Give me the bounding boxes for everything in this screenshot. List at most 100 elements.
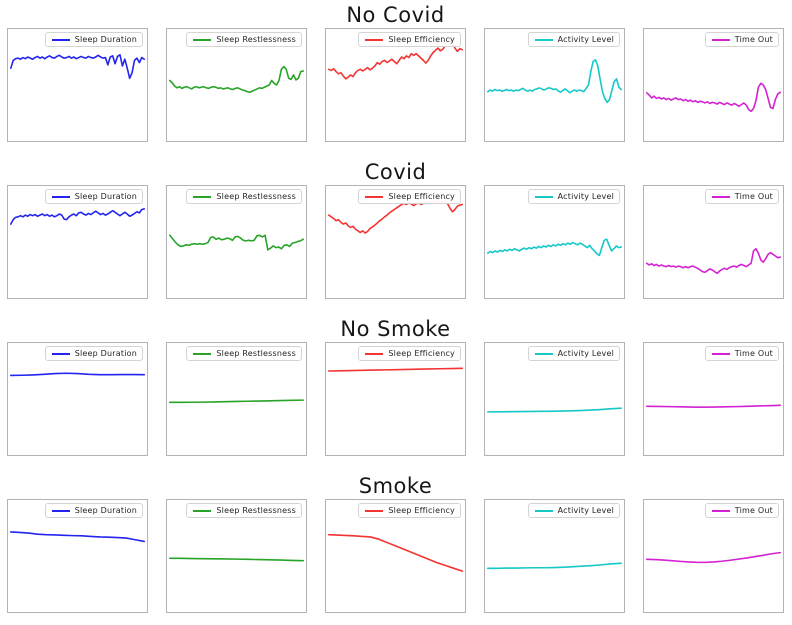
legend-label: Sleep Duration: [74, 192, 137, 201]
legend-label: Time Out: [734, 35, 773, 44]
legend-line-swatch: [51, 195, 70, 198]
panel-no-smoke-time-out: Time Out: [643, 342, 784, 456]
group-no-covid: No Covid Sleep Duration Sleep Restlessne…: [7, 2, 784, 142]
legend: Sleep Restlessness: [186, 503, 302, 518]
legend: Time Out: [704, 346, 779, 361]
legend: Sleep Duration: [44, 503, 143, 518]
legend: Sleep Efficiency: [358, 189, 461, 204]
legend: Sleep Efficiency: [358, 503, 461, 518]
line-plot: [167, 29, 306, 141]
legend-line-swatch: [193, 195, 212, 198]
line-plot: [167, 186, 306, 298]
panel-smoke-time-out: Time Out: [643, 499, 784, 613]
legend-label: Sleep Restlessness: [216, 192, 296, 201]
legend-label: Sleep Efficiency: [388, 192, 455, 201]
legend-line-swatch: [365, 38, 384, 41]
panel-row-no-covid: Sleep Duration Sleep Restlessness Sleep …: [7, 28, 784, 142]
group-title-no-smoke: No Smoke: [340, 317, 451, 341]
legend-label: Activity Level: [557, 349, 614, 358]
legend-line-swatch: [534, 509, 553, 512]
line-plot: [167, 343, 306, 455]
legend-label: Sleep Duration: [74, 349, 137, 358]
panel-smoke-activity-level: Activity Level: [484, 499, 625, 613]
legend: Activity Level: [527, 346, 620, 361]
panel-covid-sleep-efficiency: Sleep Efficiency: [325, 185, 466, 299]
legend-label: Sleep Restlessness: [216, 35, 296, 44]
legend-label: Sleep Efficiency: [388, 506, 455, 515]
legend: Time Out: [704, 503, 779, 518]
line-plot: [326, 500, 465, 612]
line-plot: [644, 343, 783, 455]
line-plot: [167, 500, 306, 612]
line-plot: [644, 500, 783, 612]
panel-covid-sleep-restlessness: Sleep Restlessness: [166, 185, 307, 299]
legend-line-swatch: [193, 38, 212, 41]
legend: Sleep Duration: [44, 346, 143, 361]
legend-label: Activity Level: [557, 506, 614, 515]
legend: Sleep Efficiency: [358, 32, 461, 47]
panel-no-covid-sleep-duration: Sleep Duration: [7, 28, 148, 142]
legend-line-swatch: [711, 352, 730, 355]
legend-line-swatch: [534, 195, 553, 198]
legend-label: Time Out: [734, 192, 773, 201]
legend-label: Sleep Efficiency: [388, 35, 455, 44]
legend-label: Sleep Restlessness: [216, 349, 296, 358]
legend: Activity Level: [527, 189, 620, 204]
legend: Time Out: [704, 32, 779, 47]
legend-line-swatch: [51, 38, 70, 41]
line-plot: [485, 186, 624, 298]
line-plot: [644, 29, 783, 141]
panel-no-smoke-activity-level: Activity Level: [484, 342, 625, 456]
panel-no-covid-activity-level: Activity Level: [484, 28, 625, 142]
legend: Time Out: [704, 189, 779, 204]
panel-covid-activity-level: Activity Level: [484, 185, 625, 299]
group-no-smoke: No Smoke Sleep Duration Sleep Restlessne…: [7, 316, 784, 456]
panel-row-smoke: Sleep Duration Sleep Restlessness Sleep …: [7, 499, 784, 613]
panel-smoke-sleep-efficiency: Sleep Efficiency: [325, 499, 466, 613]
line-plot: [485, 29, 624, 141]
line-plot: [8, 343, 147, 455]
legend: Activity Level: [527, 32, 620, 47]
legend-line-swatch: [51, 509, 70, 512]
legend-line-swatch: [534, 38, 553, 41]
panel-row-no-smoke: Sleep Duration Sleep Restlessness Sleep …: [7, 342, 784, 456]
panel-no-covid-sleep-restlessness: Sleep Restlessness: [166, 28, 307, 142]
legend: Sleep Restlessness: [186, 189, 302, 204]
legend-label: Sleep Restlessness: [216, 506, 296, 515]
legend-label: Sleep Efficiency: [388, 349, 455, 358]
legend-line-swatch: [365, 509, 384, 512]
legend-line-swatch: [711, 38, 730, 41]
legend-label: Time Out: [734, 506, 773, 515]
group-title-no-covid: No Covid: [346, 3, 445, 27]
panel-no-covid-sleep-efficiency: Sleep Efficiency: [325, 28, 466, 142]
panel-no-smoke-sleep-duration: Sleep Duration: [7, 342, 148, 456]
group-title-covid: Covid: [364, 160, 427, 184]
legend: Sleep Restlessness: [186, 32, 302, 47]
legend-line-swatch: [51, 352, 70, 355]
legend-line-swatch: [365, 352, 384, 355]
group-smoke: Smoke Sleep Duration Sleep Restlessness: [7, 473, 784, 613]
line-plot: [8, 500, 147, 612]
legend-label: Sleep Duration: [74, 506, 137, 515]
legend: Sleep Duration: [44, 189, 143, 204]
legend-line-swatch: [711, 195, 730, 198]
panel-smoke-sleep-duration: Sleep Duration: [7, 499, 148, 613]
line-plot: [326, 343, 465, 455]
panel-no-covid-time-out: Time Out: [643, 28, 784, 142]
legend: Sleep Efficiency: [358, 346, 461, 361]
group-title-smoke: Smoke: [358, 474, 433, 498]
line-plot: [644, 186, 783, 298]
legend-line-swatch: [365, 195, 384, 198]
legend: Activity Level: [527, 503, 620, 518]
legend-line-swatch: [711, 509, 730, 512]
panel-covid-time-out: Time Out: [643, 185, 784, 299]
panel-covid-sleep-duration: Sleep Duration: [7, 185, 148, 299]
line-plot: [8, 29, 147, 141]
legend-label: Activity Level: [557, 192, 614, 201]
line-plot: [8, 186, 147, 298]
panel-no-smoke-sleep-efficiency: Sleep Efficiency: [325, 342, 466, 456]
line-plot: [485, 500, 624, 612]
group-covid: Covid Sleep Duration Sleep Restlessness: [7, 159, 784, 299]
legend-label: Time Out: [734, 349, 773, 358]
